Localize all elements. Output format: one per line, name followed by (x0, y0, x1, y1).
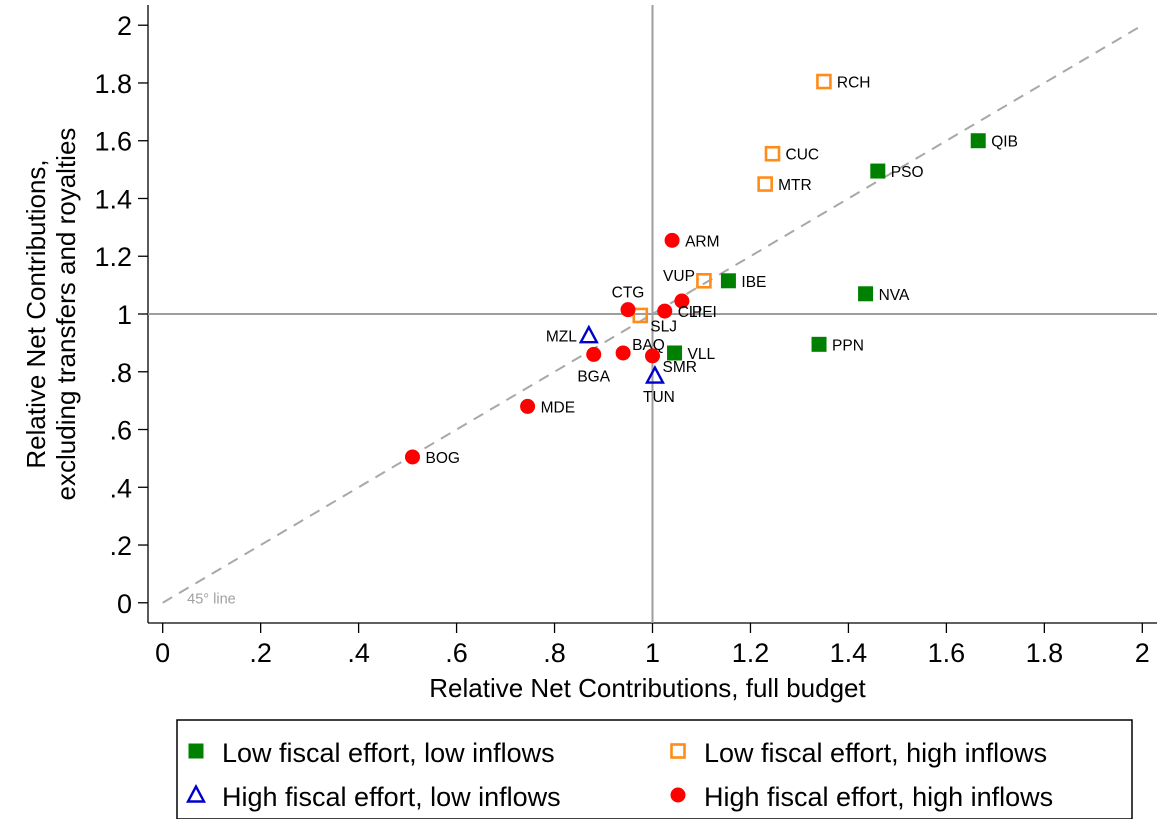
point-label-vup: VUP (663, 268, 695, 285)
x-tick-label: .2 (249, 638, 272, 668)
x-tick-label: 1.6 (928, 638, 966, 668)
data-point-smr (645, 348, 660, 364)
point-label-nva: NVA (879, 287, 910, 304)
data-point-vup (696, 272, 712, 289)
y-axis-title: Relative Net Contributions,excluding tra… (21, 128, 81, 501)
y-tick-label: .6 (109, 416, 132, 446)
data-point-nva (858, 286, 874, 302)
point-label-qib: QIB (991, 134, 1018, 151)
y-tick-label: 1.4 (94, 184, 132, 214)
point-label-bog: BOG (425, 450, 459, 467)
point-label-ibe: IBE (741, 274, 766, 291)
point-label-mzl: MZL (546, 329, 577, 346)
x-tick-label: .8 (543, 638, 566, 668)
data-point-vll (667, 345, 683, 361)
point-label-smr: SMR (663, 359, 697, 376)
data-point-baq (615, 345, 631, 361)
data-point-slj (632, 307, 649, 324)
data-point-cuc (764, 145, 781, 162)
x-tick-label: 1.4 (830, 638, 868, 668)
y-tick-label: 1.8 (94, 69, 132, 99)
data-point-bog (404, 449, 420, 465)
point-label-bga: BGA (577, 368, 610, 385)
data-point-mtr (757, 176, 773, 192)
point-label-mde: MDE (541, 399, 575, 416)
y-axis-title-line: excluding transfers and royalties (51, 128, 81, 501)
data-point-arm (664, 232, 680, 248)
point-label-vll: VLL (688, 346, 716, 363)
data-point-qib (970, 133, 986, 149)
legend-box (176, 719, 1133, 820)
data-point-cli (657, 303, 673, 319)
legend-label: High fiscal effort, low inflows (222, 782, 561, 812)
data-point-mde (520, 398, 536, 414)
y-tick-label: 1.6 (94, 127, 132, 157)
y-tick-label: 2 (117, 11, 132, 41)
data-point-mzl (578, 324, 599, 344)
legend-marker (670, 743, 686, 759)
x-tick-label: .6 (445, 638, 468, 668)
x-tick-label: 1.8 (1026, 638, 1064, 668)
y-tick-label: .4 (109, 473, 132, 503)
point-label-pei: PEI (692, 304, 717, 321)
x-tick-label: 1.2 (732, 638, 770, 668)
x-tick-label: 1 (645, 638, 660, 668)
point-label-mtr: MTR (778, 177, 812, 194)
y-tick-label: .8 (109, 358, 132, 388)
y-tick-label: 0 (117, 589, 132, 619)
y-tick-label: .2 (109, 531, 132, 561)
data-point-ctg (620, 302, 636, 318)
y-tick-label: 1 (117, 300, 132, 330)
y-tick-label: 1.2 (94, 242, 132, 272)
legend-marker (188, 743, 204, 759)
data-point-ppn (811, 336, 827, 352)
legend-label: High fiscal effort, high inflows (704, 782, 1053, 812)
x-tick-label: .4 (347, 638, 370, 668)
x-axis-title: Relative Net Contributions, full budget (429, 673, 866, 703)
point-label-cli: CLI (678, 304, 702, 321)
y-axis-title-line: Relative Net Contributions, (21, 159, 51, 468)
data-point-pei (674, 293, 690, 309)
x-tick-label: 0 (155, 638, 170, 668)
diagonal-label: 45° line (187, 591, 236, 607)
x-tick-label: 2 (1135, 638, 1150, 668)
legend-label: Low fiscal effort, high inflows (704, 738, 1047, 768)
data-point-rch (816, 73, 832, 90)
point-label-pso: PSO (891, 164, 924, 181)
point-label-cuc: CUC (786, 147, 820, 164)
point-label-ctg: CTG (612, 285, 645, 302)
point-label-ppn: PPN (832, 337, 864, 354)
point-label-tun: TUN (643, 389, 675, 406)
point-label-arm: ARM (685, 233, 719, 250)
legend-marker (670, 787, 686, 803)
data-point-ibe (720, 273, 736, 289)
data-point-bga (586, 346, 602, 362)
data-point-tun (644, 365, 665, 384)
point-label-rch: RCH (837, 75, 871, 92)
data-point-pso (870, 163, 886, 179)
legend-label: Low fiscal effort, low inflows (222, 738, 555, 768)
point-label-slj: SLJ (650, 318, 677, 335)
legend-marker (186, 783, 206, 803)
